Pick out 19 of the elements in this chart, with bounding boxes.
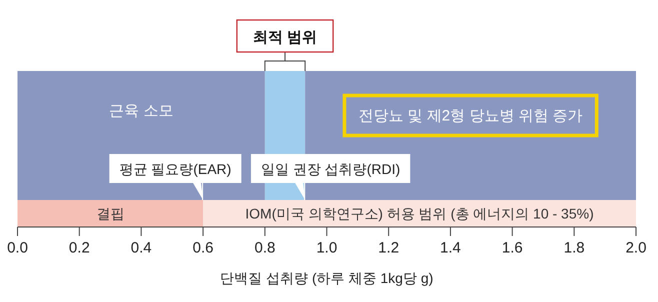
x-tick-label: 1.8	[564, 240, 585, 256]
x-tick-label: 1.2	[378, 240, 400, 256]
ref-line-label: 평균 필요량(EAR)	[119, 161, 232, 177]
band-label: 결핍	[96, 206, 124, 222]
x-tick-label: 0.0	[7, 240, 28, 256]
series-label: 근육 소모	[109, 102, 174, 120]
band-label: IOM(미국 의학연구소) 허용 범위 (총 에너지의 10 - 35%)	[245, 206, 594, 222]
ref-line-label: 일일 권장 섭취량(RDI)	[260, 161, 400, 177]
x-tick-label: 2.0	[626, 240, 646, 256]
x-axis-title: 단백질 섭취량 (하루 체중 1kg당 g)	[220, 270, 434, 286]
x-tick-label: 1.6	[502, 240, 523, 256]
x-tick-label: 0.4	[130, 240, 152, 256]
x-tick-label: 0.2	[68, 240, 90, 256]
x-tick-label: 0.6	[192, 240, 214, 256]
series-label: 최적 범위	[252, 29, 318, 46]
x-tick-label: 1.0	[316, 240, 338, 256]
x-tick-label: 1.4	[440, 240, 461, 256]
x-tick-label: 0.8	[254, 240, 276, 256]
series-label: 전당뇨 및 제2형 당뇨병 위험 증가	[358, 108, 583, 124]
